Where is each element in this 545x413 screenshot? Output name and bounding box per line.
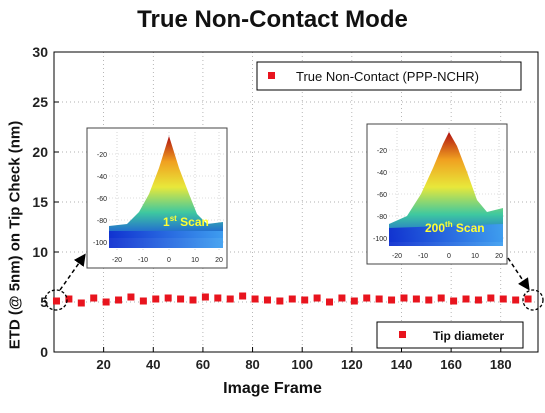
inset2-y-tick-1: -40 <box>377 170 387 177</box>
y-tick-label-1: 5 <box>40 294 48 310</box>
inset-200th-scan-surface <box>389 132 503 242</box>
bottom-legend-marker <box>399 331 406 338</box>
y-tick-label-3: 15 <box>32 194 48 210</box>
inset1-y-tick-2: -60 <box>97 196 107 203</box>
data-point-0-32 <box>450 297 458 305</box>
data-point-0-9 <box>164 294 172 302</box>
data-point-0-21 <box>313 294 321 302</box>
x-tick-label-2: 60 <box>196 357 210 372</box>
data-point-0-36 <box>499 295 507 303</box>
data-point-0-25 <box>363 294 371 302</box>
data-point-0-31 <box>437 294 445 302</box>
bottom-legend: Tip diameter <box>376 321 524 349</box>
x-tick-label-7: 160 <box>440 357 462 372</box>
last-frame-arrow <box>507 257 530 291</box>
x-tick-label-1: 40 <box>146 357 160 372</box>
bottom-legend-label: Tip diameter <box>433 329 504 343</box>
y-tick-label-0: 0 <box>40 344 48 360</box>
data-point-0-33 <box>462 295 470 303</box>
data-point-0-17 <box>263 296 271 304</box>
inset1-x-tick-2: 0 <box>167 257 171 264</box>
data-point-0-8 <box>152 295 160 303</box>
x-tick-label-8: 180 <box>490 357 512 372</box>
data-point-0-2 <box>77 299 85 307</box>
data-point-0-5 <box>115 296 123 304</box>
y-tick-label-5: 25 <box>32 94 48 110</box>
last-frame-highlight <box>522 289 544 311</box>
top-legend-label: True Non-Contact (PPP-NCHR) <box>296 69 479 84</box>
top-legend-marker <box>268 72 275 79</box>
data-point-0-20 <box>301 296 309 304</box>
data-point-0-37 <box>512 296 520 304</box>
inset1-y-tick-1: -40 <box>97 174 107 181</box>
inset1-x-tick-4: 20 <box>215 257 223 264</box>
data-point-0-13 <box>214 294 222 302</box>
inset2-x-tick-3: 10 <box>471 253 479 260</box>
y-tick-label-6: 30 <box>32 44 48 60</box>
inset2-y-tick-3: -80 <box>377 214 387 221</box>
inset1-y-tick-4: -100 <box>93 240 107 247</box>
inset1-x-tick-0: -20 <box>112 257 122 264</box>
data-point-0-11 <box>189 296 197 304</box>
data-point-0-10 <box>177 295 185 303</box>
y-tick-label-4: 20 <box>32 144 48 160</box>
data-point-0-24 <box>350 297 358 305</box>
data-point-0-28 <box>400 294 408 302</box>
data-point-0-35 <box>487 294 495 302</box>
data-point-0-38 <box>524 295 532 303</box>
inset-first-scan-surface <box>109 136 223 238</box>
first-frame-highlight <box>44 289 68 311</box>
first-frame-arrow <box>59 253 86 291</box>
inset2-x-tick-4: 20 <box>495 253 503 260</box>
data-point-0-16 <box>251 295 259 303</box>
data-point-0-34 <box>474 296 482 304</box>
x-tick-label-0: 20 <box>96 357 110 372</box>
inset-200th-scan-base <box>389 224 503 246</box>
data-point-0-23 <box>338 294 346 302</box>
data-point-0-7 <box>139 297 147 305</box>
top-legend: True Non-Contact (PPP-NCHR) <box>256 61 522 91</box>
inset2-x-tick-0: -20 <box>392 253 402 260</box>
x-tick-label-6: 140 <box>391 357 413 372</box>
y-tick-label-2: 10 <box>32 244 48 260</box>
data-point-0-3 <box>90 294 98 302</box>
inset2-x-tick-1: -10 <box>418 253 428 260</box>
x-tick-label-5: 120 <box>341 357 363 372</box>
inset-200th-scan: -20-40-60-80-100 -20 -10 0 10 20 200th Scan <box>366 123 508 265</box>
inset-first-scan: -20-40-60-80-100 -20 -10 0 10 20 1st Scan <box>86 127 228 269</box>
data-point-0-27 <box>388 296 396 304</box>
inset2-y-tick-0: -20 <box>377 148 387 155</box>
inset1-x-tick-3: 10 <box>191 257 199 264</box>
x-tick-label-4: 100 <box>291 357 313 372</box>
data-point-0-29 <box>412 295 420 303</box>
inset-first-scan-base <box>109 231 223 248</box>
chart-title: True Non-Contact Mode <box>137 6 408 33</box>
inset-200th-scan-label: 200th Scan <box>425 220 485 235</box>
data-point-0-30 <box>425 296 433 304</box>
inset2-x-tick-2: 0 <box>447 253 451 260</box>
inset1-y-tick-3: -80 <box>97 218 107 225</box>
data-point-0-19 <box>288 295 296 303</box>
inset2-y-tick-4: -100 <box>373 236 387 243</box>
data-point-0-26 <box>375 295 383 303</box>
data-point-0-6 <box>127 293 135 301</box>
x-tick-label-3: 80 <box>245 357 259 372</box>
data-point-0-22 <box>326 298 334 306</box>
data-point-0-0 <box>52 297 60 305</box>
inset1-x-tick-1: -10 <box>138 257 148 264</box>
data-point-0-15 <box>239 292 247 300</box>
x-axis-label: Image Frame <box>223 380 322 397</box>
inset2-y-tick-2: -60 <box>377 192 387 199</box>
inset1-y-tick-0: -20 <box>97 152 107 159</box>
data-point-0-4 <box>102 298 110 306</box>
inset-first-scan-label: 1st Scan <box>163 214 209 229</box>
data-point-0-14 <box>226 295 234 303</box>
data-point-0-1 <box>65 295 73 303</box>
data-point-0-18 <box>276 297 284 305</box>
data-point-0-12 <box>201 293 209 301</box>
